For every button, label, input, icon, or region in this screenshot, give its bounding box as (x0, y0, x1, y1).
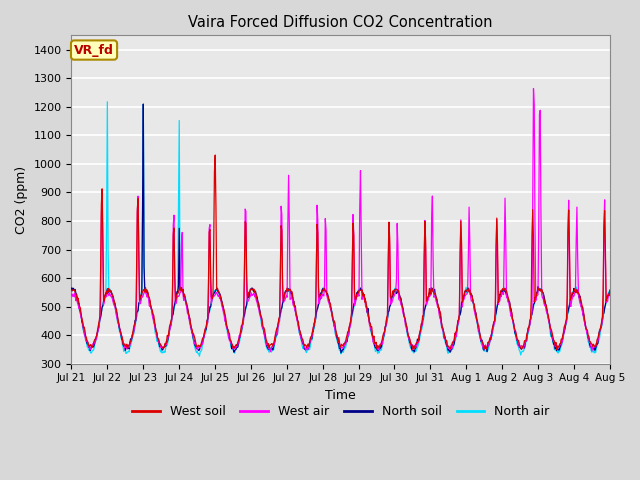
Title: Vaira Forced Diffusion CO2 Concentration: Vaira Forced Diffusion CO2 Concentration (188, 15, 493, 30)
Y-axis label: CO2 (ppm): CO2 (ppm) (15, 166, 28, 234)
X-axis label: Time: Time (325, 389, 356, 402)
Legend: West soil, West air, North soil, North air: West soil, West air, North soil, North a… (127, 400, 554, 423)
Text: VR_fd: VR_fd (74, 44, 114, 57)
